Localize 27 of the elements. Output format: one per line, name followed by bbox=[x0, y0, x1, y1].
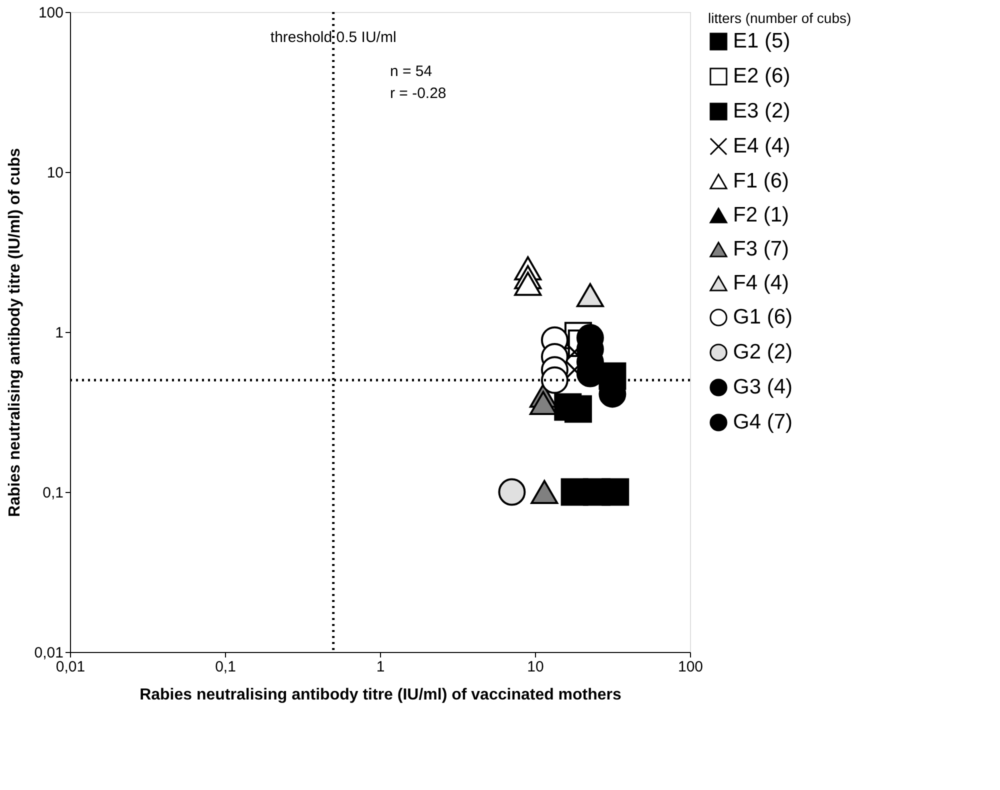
legend-label: G2 (2) bbox=[733, 340, 793, 364]
y-tick-label: 1 bbox=[55, 324, 64, 342]
x-axis-title: Rabies neutralising antibody titre (IU/ml) of vaccinated mothers bbox=[140, 686, 622, 704]
x-tick-label: 10 bbox=[527, 658, 544, 676]
annotation: n = 54 bbox=[390, 63, 432, 80]
legend-label: F2 (1) bbox=[733, 204, 790, 226]
legend-title: litters (number of cubs) bbox=[708, 10, 852, 26]
legend-label: F3 (7) bbox=[733, 238, 790, 260]
legend-label: E2 (6) bbox=[733, 64, 790, 88]
y-tick-label: 100 bbox=[38, 4, 64, 22]
y-tick-label: 0,1 bbox=[42, 484, 64, 502]
ref-line-label: threshold 0.5 IU/ml bbox=[270, 29, 396, 46]
legend-label: G3 (4) bbox=[733, 376, 793, 398]
legend-label: G4 (7) bbox=[733, 410, 793, 434]
y-tick-label: 10 bbox=[46, 164, 64, 182]
legend-label: F4 (4) bbox=[733, 272, 790, 294]
legend-label: E4 (4) bbox=[733, 134, 790, 158]
y-axis-title: Rabies neutralising antibody titre (IU/ml) of cubs bbox=[6, 148, 24, 517]
x-tick-label: 100 bbox=[678, 658, 704, 676]
legend-label: E3 (2) bbox=[733, 100, 790, 122]
legend-label: G1 (6) bbox=[733, 306, 793, 328]
legend-label: E1 (5) bbox=[733, 30, 790, 52]
x-tick-label: 1 bbox=[376, 658, 385, 676]
x-tick-label: 0,1 bbox=[215, 658, 236, 676]
y-tick-label: 0,01 bbox=[34, 644, 64, 662]
annotation: r = -0.28 bbox=[390, 85, 446, 102]
legend-label: F1 (6) bbox=[733, 170, 790, 192]
